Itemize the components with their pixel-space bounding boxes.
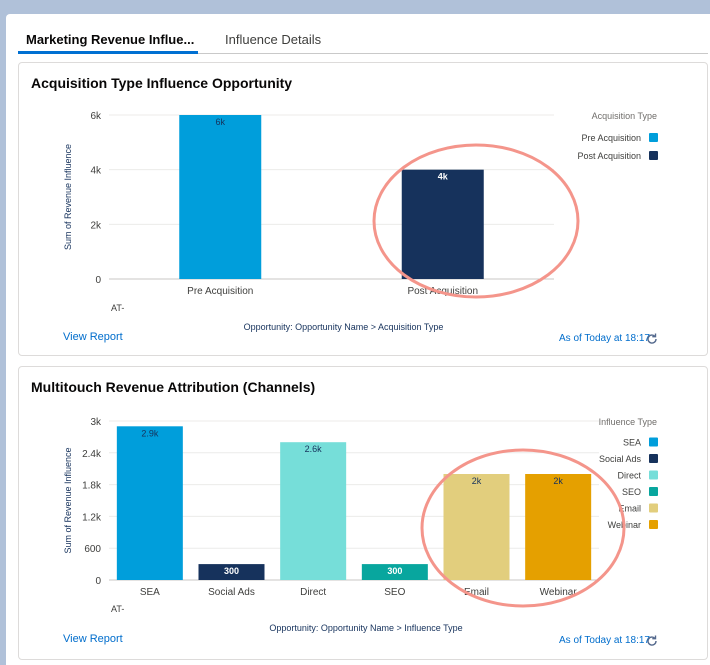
view-report-link[interactable]: View Report: [63, 633, 123, 645]
legend-swatch: [649, 470, 658, 480]
tab-label: Influence Details: [225, 32, 322, 47]
x-axis-label: Opportunity: Opportunity Name > Acquisit…: [244, 322, 444, 332]
highlight-circle: [372, 143, 580, 299]
legend-swatch: [649, 151, 658, 160]
card-title: Multitouch Revenue Attribution (Channels…: [31, 379, 316, 395]
data-label: 300: [387, 566, 402, 576]
legend-label: Pre Acquisition: [581, 133, 641, 143]
bar-post-acquisition: [401, 169, 484, 279]
legend-swatch: [649, 487, 658, 496]
x-tick-label: Direct: [300, 587, 326, 598]
multitouch-attribution-chart: 0 600 1.2k 1.8k 2.4k 3k Sum of Revenue Influen…: [63, 417, 658, 633]
refresh-icon[interactable]: [645, 332, 659, 346]
data-label: 2k: [553, 476, 563, 486]
legend-title: Influence Type: [599, 417, 657, 427]
data-label: 4k: [438, 172, 449, 182]
refresh-icon[interactable]: [645, 634, 659, 648]
tab-marketing-revenue-influence[interactable]: Marketing Revenue Influe...: [26, 32, 194, 47]
bar-email: [443, 474, 510, 580]
y-tick-label: 0: [95, 576, 101, 587]
x-tick-label: Email: [464, 587, 489, 598]
legend-swatch: [649, 437, 658, 447]
data-label: 6k: [215, 117, 225, 127]
y-tick-label: 1.2k: [82, 512, 102, 523]
bar-direct: [280, 442, 347, 580]
dashboard-page: Marketing Revenue Influe... Influence De…: [6, 14, 710, 665]
y-tick-label: 6k: [90, 111, 102, 122]
x-tick-label: SEO: [384, 587, 405, 598]
legend-label: Post Acquisition: [577, 151, 641, 161]
tab-label: Marketing Revenue Influe...: [26, 32, 195, 47]
legend-label: Email: [618, 504, 641, 514]
legend-label: Social Ads: [599, 454, 642, 464]
active-tab-indicator: [18, 51, 198, 54]
acquisition-type-card: Acquisition Type Influence Opportunity 0…: [18, 62, 708, 356]
legend-label: SEO: [622, 487, 641, 497]
data-label: 300: [224, 566, 239, 576]
as-of-timestamp: As of Today at 18:17: [559, 635, 650, 646]
data-label: 2.6k: [305, 444, 323, 454]
legend-swatch: [649, 133, 658, 142]
legend-title: Acquisition Type: [592, 111, 657, 121]
y-tick-label: 0: [95, 275, 101, 286]
view-report-link[interactable]: View Report: [63, 331, 123, 343]
bar-social-ads: [198, 564, 265, 580]
x-tick-label: Webinar: [540, 587, 578, 598]
data-label: 2.9k: [141, 428, 159, 438]
bar-webinar: [525, 474, 592, 580]
tab-influence-details[interactable]: Influence Details: [225, 32, 321, 47]
legend-label: SEA: [623, 438, 641, 448]
x-tick-label: Pre Acquisition: [187, 286, 253, 297]
at-label: AT-: [111, 604, 124, 614]
card-title: Acquisition Type Influence Opportunity: [31, 75, 293, 91]
legend-swatch: [649, 454, 658, 463]
x-axis-label: Opportunity: Opportunity Name > Influenc…: [269, 623, 462, 633]
legend-swatch: [649, 520, 658, 529]
y-tick-label: 1.8k: [82, 481, 102, 492]
data-label: 2k: [472, 476, 482, 486]
bar-sea: [116, 426, 183, 580]
bar-seo: [361, 564, 428, 580]
tab-bar: Marketing Revenue Influe... Influence De…: [18, 28, 708, 54]
y-axis-label: Sum of Revenue Influence: [63, 144, 73, 250]
y-tick-label: 3k: [90, 417, 102, 428]
x-tick-label: SEA: [140, 587, 160, 598]
multitouch-attribution-card: Multitouch Revenue Attribution (Channels…: [18, 366, 708, 660]
y-tick-label: 4k: [90, 166, 102, 177]
at-label: AT-: [111, 303, 124, 313]
y-tick-label: 2.4k: [82, 449, 102, 460]
legend-label: Direct: [617, 471, 641, 481]
y-tick-label: 600: [84, 544, 101, 555]
y-tick-label: 2k: [90, 220, 102, 231]
x-tick-label: Social Ads: [208, 587, 255, 598]
highlight-circle: [420, 448, 626, 608]
acquisition-type-chart: 0 2k 4k 6k Sum of Revenue Influence 6k Pre Acq…: [63, 111, 658, 332]
y-axis-label: Sum of Revenue Influence: [63, 447, 73, 553]
legend-swatch: [649, 503, 658, 513]
bar-pre-acquisition: [179, 115, 262, 279]
as-of-timestamp: As of Today at 18:17: [559, 333, 650, 344]
